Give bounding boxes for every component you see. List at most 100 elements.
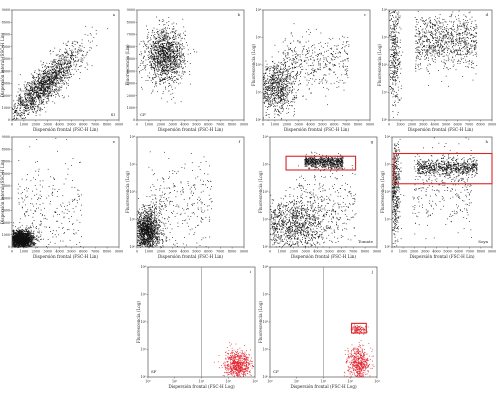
data-point — [33, 93, 35, 95]
data-point — [302, 95, 304, 97]
data-point — [274, 99, 275, 100]
data-point — [54, 69, 56, 71]
data-point — [163, 36, 165, 38]
data-point — [319, 67, 321, 69]
data-point — [30, 99, 32, 101]
data-point — [31, 84, 33, 86]
x-axis-label: Dispersión frontal (FSC-H Lin) — [158, 127, 223, 132]
data-point — [56, 77, 57, 78]
data-point — [273, 95, 274, 96]
data-point — [272, 82, 274, 83]
data-point — [282, 93, 284, 95]
data-point — [281, 90, 282, 92]
data-point — [73, 40, 75, 42]
data-point — [416, 21, 417, 23]
data-point — [291, 92, 292, 94]
data-point — [156, 45, 158, 47]
data-point — [161, 21, 163, 22]
data-point — [30, 101, 32, 103]
data-point — [393, 117, 394, 118]
data-point — [274, 100, 276, 102]
data-point — [157, 58, 159, 59]
data-point — [17, 106, 18, 108]
data-point — [342, 47, 343, 48]
data-point — [280, 108, 282, 110]
data-point — [393, 28, 395, 30]
data-point — [396, 54, 398, 56]
data-point — [161, 43, 163, 45]
data-point — [184, 34, 186, 36]
data-point — [177, 51, 178, 52]
data-point — [273, 75, 275, 76]
data-point — [22, 99, 24, 101]
data-point — [162, 51, 163, 53]
data-point — [22, 103, 24, 105]
data-point — [84, 34, 86, 35]
data-point — [60, 68, 61, 69]
data-point — [168, 47, 170, 49]
data-point — [166, 35, 168, 37]
data-point — [168, 48, 169, 50]
data-point — [46, 62, 48, 64]
data-point — [63, 68, 64, 69]
data-point — [17, 98, 19, 100]
data-point — [46, 101, 48, 103]
data-point — [26, 97, 28, 99]
data-point — [174, 76, 176, 77]
data-point — [154, 72, 156, 74]
data-point — [20, 116, 22, 118]
data-point — [276, 87, 278, 89]
data-point — [62, 61, 64, 63]
data-point — [336, 81, 338, 82]
data-point — [165, 43, 167, 44]
data-point — [165, 55, 166, 57]
data-point — [174, 76, 175, 77]
data-point — [171, 23, 173, 25]
data-point — [164, 55, 165, 57]
data-point — [52, 61, 54, 63]
data-point — [267, 81, 269, 82]
data-point — [67, 85, 69, 86]
data-point — [78, 52, 80, 54]
data-point — [68, 59, 70, 61]
data-point — [265, 101, 267, 103]
data-point — [177, 34, 179, 36]
data-point — [263, 84, 264, 86]
data-point — [47, 83, 48, 85]
data-point — [50, 60, 52, 62]
data-point — [278, 95, 280, 96]
data-point — [169, 69, 171, 71]
data-point — [392, 77, 393, 79]
data-point — [281, 94, 282, 96]
data-point — [180, 38, 182, 40]
data-point — [267, 75, 268, 77]
data-point — [157, 91, 158, 93]
data-point — [162, 43, 164, 44]
data-point — [329, 63, 331, 64]
data-point — [399, 26, 401, 28]
data-point — [61, 58, 63, 60]
data-point — [30, 100, 32, 101]
data-point — [280, 66, 282, 68]
x-tick-label: 3000 — [43, 123, 51, 127]
data-point — [58, 65, 60, 67]
data-point — [432, 26, 433, 28]
data-point — [170, 50, 172, 52]
data-point — [160, 64, 162, 66]
data-point — [139, 71, 140, 72]
data-point — [35, 112, 37, 114]
data-point — [390, 28, 392, 30]
data-point — [156, 83, 158, 84]
data-point — [426, 26, 427, 28]
data-point — [59, 77, 61, 78]
data-point — [158, 24, 160, 25]
data-point — [31, 103, 33, 104]
data-point — [427, 55, 429, 56]
data-point — [158, 62, 159, 64]
data-point — [36, 86, 38, 88]
data-point — [288, 112, 289, 113]
data-point — [289, 89, 291, 91]
data-point — [282, 88, 284, 90]
data-point — [43, 78, 45, 80]
data-point — [57, 77, 59, 79]
